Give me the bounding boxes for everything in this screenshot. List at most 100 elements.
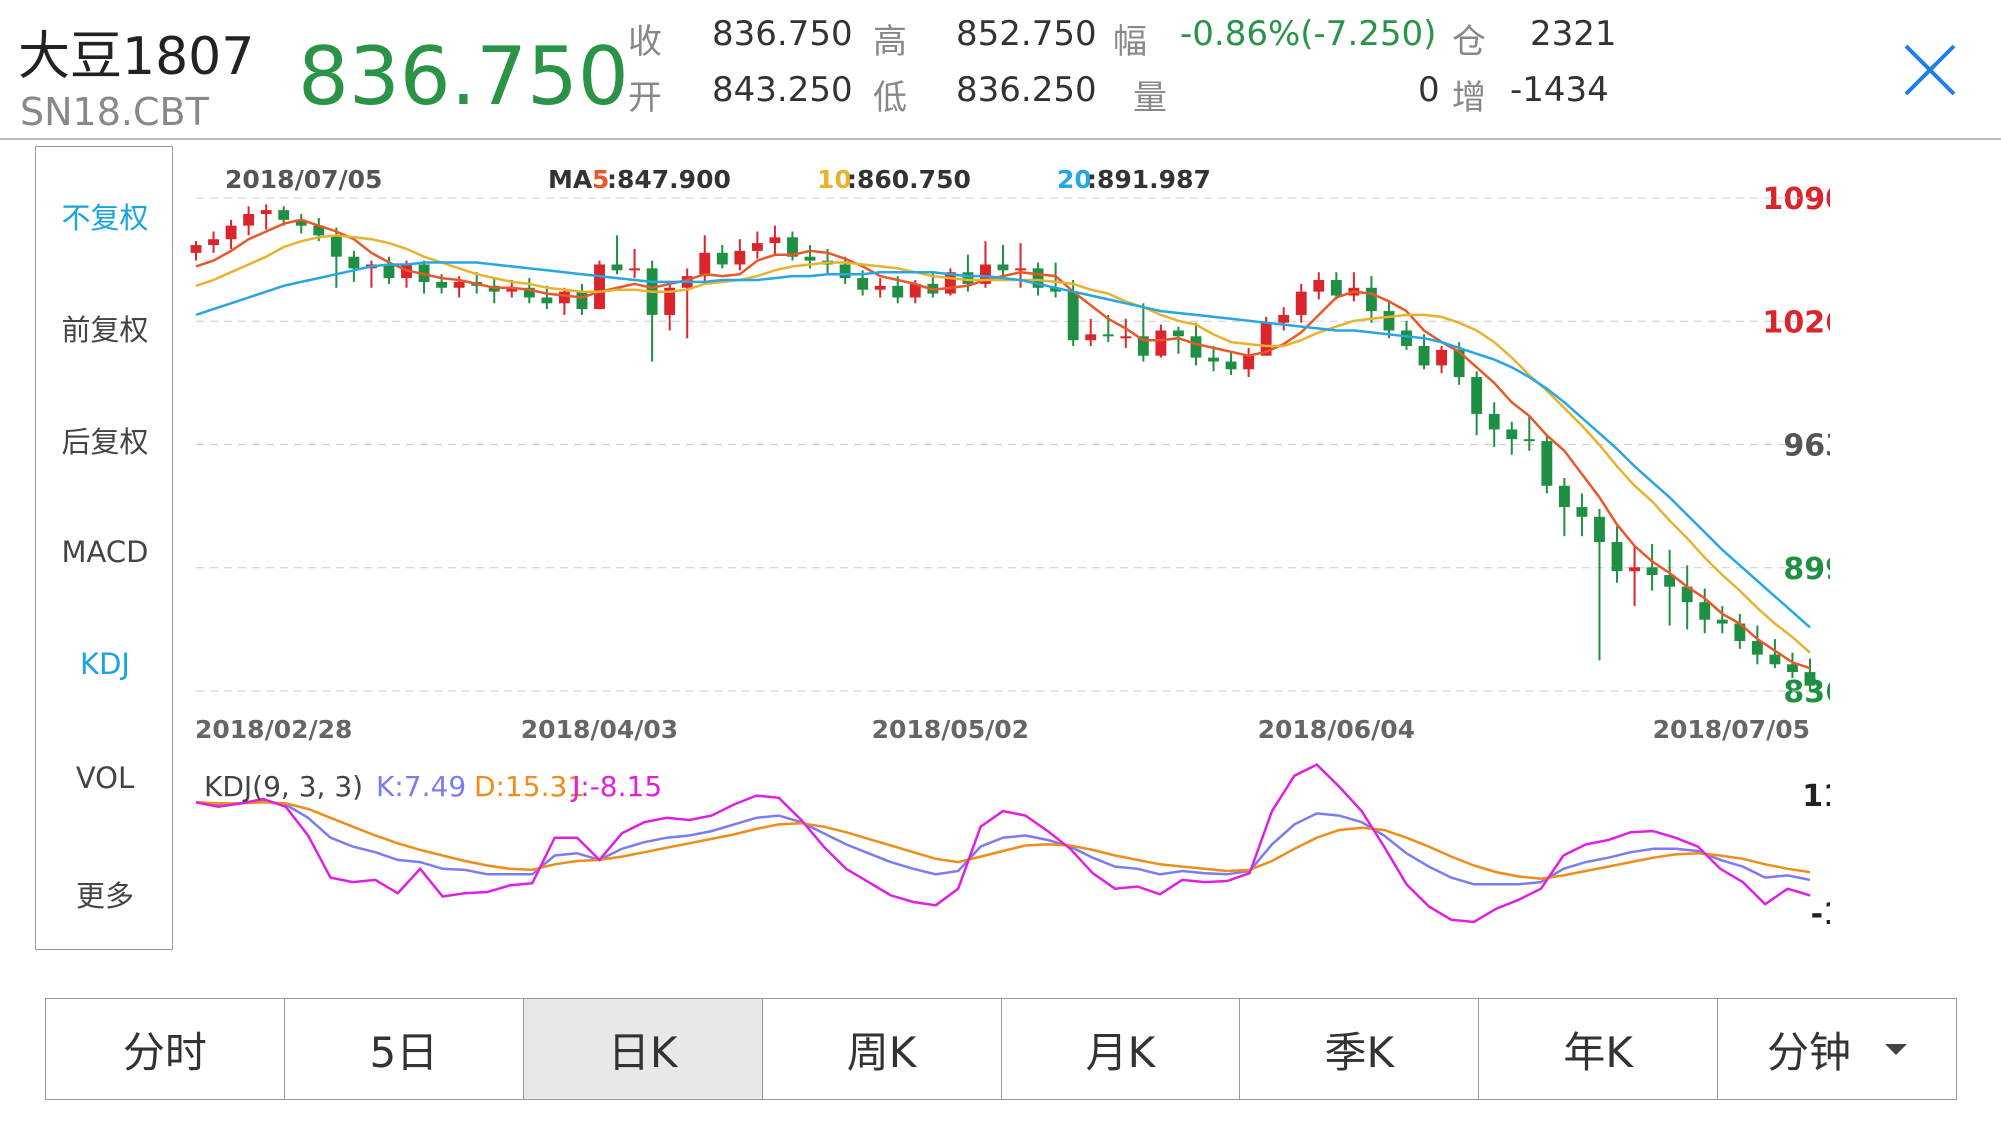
quote-label-oi-change: 增	[1452, 78, 1486, 118]
candle-body	[1050, 287, 1062, 292]
candle-body	[892, 285, 904, 298]
candle-body	[874, 285, 886, 290]
candle-body	[1453, 349, 1465, 378]
quote-value-oi-change: -1434	[1510, 70, 1609, 110]
candle-body	[278, 210, 290, 220]
candle-body	[330, 235, 342, 257]
candle-body	[1787, 664, 1798, 673]
tab-5day[interactable]: 5日	[283, 999, 523, 1099]
candle-body	[1120, 336, 1132, 339]
candle-body	[1611, 542, 1623, 572]
candle-body	[453, 281, 465, 288]
ma-line-ma5	[195, 218, 1811, 670]
candle-body	[1085, 334, 1097, 341]
kdj-y-tick-label: 114.69	[1802, 779, 1830, 814]
quote-label-low: 低	[873, 78, 907, 118]
instrument-name: 大豆1807	[18, 27, 255, 87]
y-tick-label: 963.250	[1783, 429, 1830, 464]
menu-item-vol[interactable]: VOL	[75, 761, 135, 795]
kdj-legend-k: K:7.49	[376, 770, 466, 803]
candle-body	[523, 287, 535, 298]
tab-yearly-k[interactable]: 年K	[1478, 999, 1717, 1099]
quote-label-close: 收	[628, 22, 662, 62]
candle-body	[1523, 439, 1535, 442]
candle-body	[1716, 619, 1728, 624]
candle-body	[1506, 429, 1518, 440]
menu-item-macd[interactable]: MACD	[61, 535, 149, 569]
kdj-line-d	[195, 801, 1811, 880]
candle-body	[1137, 336, 1149, 356]
candle-body	[980, 264, 991, 284]
menu-item-no-adjust[interactable]: 不复权	[61, 201, 149, 235]
candle-body	[208, 239, 219, 246]
quote-value-volume: 0	[1418, 70, 1440, 110]
quote-label-change: 幅	[1113, 22, 1147, 62]
tab-daily-k[interactable]: 日K	[522, 999, 762, 1099]
candle-body	[1278, 314, 1290, 323]
candle-body	[1488, 413, 1500, 430]
candle-body	[734, 250, 746, 265]
instrument-code: SN18.CBT	[20, 90, 209, 134]
candle-body	[541, 297, 553, 304]
x-tick-label: 2018/04/03	[521, 715, 678, 744]
kline-chart[interactable]: 1090.2501026.750963.250899.750836.250201…	[190, 146, 1830, 956]
quote-value-low: 836.250	[956, 70, 1097, 110]
header-divider	[0, 138, 2001, 140]
x-tick-label: 2018/06/04	[1258, 715, 1415, 744]
period-tabs: 分时 5日 日K 周K 月K 季K 年K 分钟	[45, 998, 1957, 1100]
close-icon	[1904, 44, 1956, 96]
ma-legend-period: 20	[1057, 165, 1092, 194]
candle-body	[769, 237, 781, 244]
y-tick-label: 899.750	[1783, 552, 1830, 587]
quote-value-close: 836.750	[712, 14, 853, 54]
candle-body	[1225, 361, 1237, 370]
candle-body	[558, 291, 570, 304]
indicator-menu: 不复权 前复权 后复权 MACD KDJ VOL 更多	[35, 146, 173, 950]
y-tick-label: 1090.250	[1762, 182, 1830, 217]
candle-body	[699, 252, 711, 277]
menu-item-backward-adjust[interactable]: 后复权	[61, 425, 149, 459]
candle-body	[857, 278, 869, 290]
candle-body	[594, 264, 605, 310]
y-tick-label: 1026.750	[1762, 305, 1830, 340]
menu-item-more[interactable]: 更多	[75, 879, 134, 913]
tab-monthly-k[interactable]: 月K	[1000, 999, 1240, 1099]
candle-body	[1594, 516, 1605, 543]
candle-body	[1313, 280, 1325, 292]
tab-weekly-k[interactable]: 周K	[761, 999, 1001, 1099]
tab-intraday[interactable]: 分时	[122, 1027, 207, 1077]
candle-body	[611, 264, 623, 271]
candle-body	[313, 225, 325, 236]
kdj-legend-j: J:-8.15	[570, 770, 662, 803]
candle-body	[190, 245, 202, 253]
quote-value-change: -0.86%(-7.250)	[1180, 14, 1437, 54]
menu-item-forward-adjust[interactable]: 前复权	[61, 313, 149, 347]
x-tick-label: 2018/02/28	[195, 715, 352, 744]
candle-body	[1401, 330, 1412, 346]
ma-legend-value: :891.987	[1087, 165, 1211, 194]
candle-body	[1558, 485, 1570, 508]
close-button[interactable]	[1900, 40, 1960, 100]
candle-body	[1102, 334, 1114, 337]
candle-body	[997, 264, 1009, 271]
quote-label-high: 高	[873, 22, 907, 62]
candle-body	[1804, 672, 1816, 686]
candle-body	[1629, 567, 1641, 572]
candle-body	[1067, 291, 1079, 341]
candle-body	[1365, 287, 1377, 312]
menu-item-kdj[interactable]: KDJ	[80, 647, 130, 681]
candle-body	[1436, 349, 1448, 366]
quote-label-volume: 量	[1133, 78, 1167, 118]
quote-value-open: 843.250	[712, 70, 853, 110]
candle-body	[506, 287, 518, 292]
tab-minute[interactable]: 分钟	[1717, 999, 1956, 1099]
candle-body	[1681, 586, 1693, 603]
last-price: 836.750	[298, 30, 629, 123]
candle-body	[1330, 280, 1342, 296]
candle-body	[225, 225, 237, 240]
candle-body	[1699, 602, 1711, 620]
tab-quarterly-k[interactable]: 季K	[1239, 999, 1478, 1099]
quote-label-openint: 仓	[1452, 22, 1486, 62]
candle-body	[436, 281, 448, 288]
ma-legend-period: 10	[817, 165, 852, 194]
